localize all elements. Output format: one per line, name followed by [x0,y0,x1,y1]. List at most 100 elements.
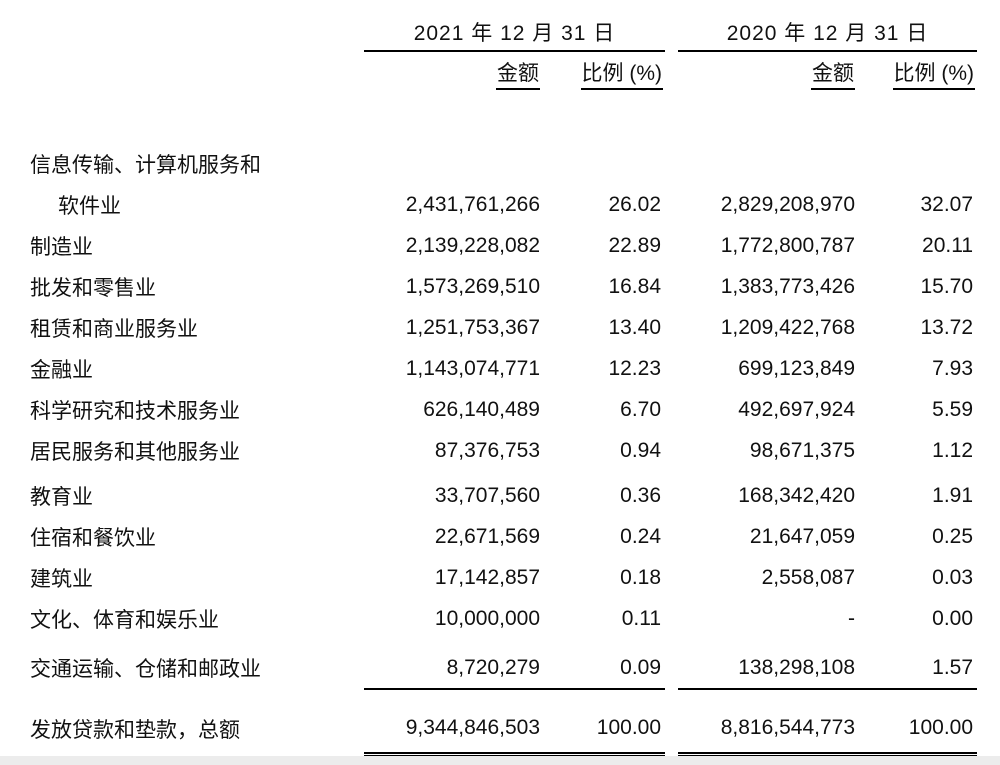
column-gap [665,647,678,689]
column-gap [665,598,678,639]
total-amount-cell: 9,344,846,503 [364,704,540,757]
row-spacer [30,93,977,143]
total-ratio-cell: 100.00 [855,704,978,757]
page-edge-strip [0,756,1000,765]
industry-label: 建筑业 [30,567,93,591]
ratio-cell: 22.89 [608,233,662,257]
amount-cell: 1,209,422,768 [720,315,856,339]
period-2021-header: 2021 年 12 月 31 日 [364,14,666,52]
ratio-cell: 1.91 [932,483,974,507]
ratio-2021-header-cell: 比例 (%) [540,51,665,93]
column-gap [665,266,678,307]
table-row: 信息传输、计算机服务和 [30,143,977,184]
amount-cell: 33,707,560 [434,483,540,507]
industry-label: 文化、体育和娱乐业 [30,608,219,632]
table-row: 住宿和餐饮业 22,671,569 0.24 21,647,059 0.25 [30,516,977,557]
ratio-2020-header: 比例 (%) [892,57,976,90]
loan-industry-table: 2021 年 12 月 31 日 2020 年 12 月 31 日 金额 比例 … [30,14,978,757]
empty-cell [540,143,665,184]
column-gap [665,516,678,557]
total-label: 发放贷款和垫款，总额 [30,719,240,743]
amount-cell: 168,342,420 [738,483,856,507]
ratio-cell: 0.36 [620,483,662,507]
ratio-cell: 15.70 [920,274,974,298]
ratio-cell: 1.57 [855,647,978,690]
ratio-cell: 0.94 [620,438,662,462]
amount-cell: 626,140,489 [423,397,540,421]
column-gap [665,307,678,348]
amount-cell: 138,298,108 [678,647,856,690]
amount-cell: 87,376,753 [434,438,540,462]
ratio-cell: 16.84 [608,274,662,298]
amount-cell: 1,251,753,367 [405,315,540,339]
ratio-cell: 32.07 [920,192,974,216]
ratio-cell: 0.18 [620,565,662,589]
column-gap [665,430,678,471]
ratio-cell: 0.24 [620,524,662,548]
ratio-2020-header-cell: 比例 (%) [855,51,977,93]
industry-label: 交通运输、仓储和邮政业 [30,658,261,681]
amount-cell: 8,720,279 [364,647,540,690]
amount-cell: 10,000,000 [434,606,540,630]
column-gap [665,225,678,266]
row-spacer [30,639,977,647]
column-gap [665,475,678,516]
amount-cell: 1,573,269,510 [405,274,540,298]
amount-cell: 2,139,228,082 [405,233,540,257]
row-spacer [30,93,977,143]
ratio-cell: 0.09 [540,647,666,690]
table-row: 租赁和商业服务业 1,251,753,367 13.40 1,209,422,7… [30,307,977,348]
empty-cell [30,51,364,93]
total-amount-cell: 8,816,544,773 [678,704,856,757]
period-2020-header: 2020 年 12 月 31 日 [678,14,978,52]
empty-cell [678,143,855,184]
empty-cell [30,14,364,51]
column-gap [665,184,678,225]
ratio-cell: 0.00 [932,606,974,630]
amount-2020-header: 金额 [811,57,856,90]
industry-label: 教育业 [30,485,93,509]
industry-label: 批发和零售业 [30,276,156,300]
amount-cell: 2,558,087 [761,565,856,589]
amount-cell: 1,383,773,426 [720,274,856,298]
row-spacer [30,639,977,647]
amount-cell: 2,431,761,266 [405,192,540,216]
ratio-cell: 5.59 [932,397,974,421]
amount-cell: 699,123,849 [738,356,856,380]
table-row-total: 发放贷款和垫款，总额 9,344,846,503 100.00 8,816,54… [30,704,978,757]
table-row: 建筑业 17,142,857 0.18 2,558,087 0.03 [30,557,977,598]
industry-label-wrap: 软件业 [58,194,121,218]
amount-cell: - [848,606,856,630]
table-row-column-headers: 金额 比例 (%) 金额 比例 (%) [30,51,977,93]
ratio-cell: 12.23 [608,356,662,380]
amount-cell: 1,772,800,787 [720,233,856,257]
ratio-cell: 20.11 [922,233,974,257]
amount-cell: 21,647,059 [749,524,856,548]
ratio-cell: 0.11 [621,606,662,630]
column-gap [665,389,678,430]
amount-cell: 22,671,569 [434,524,540,548]
empty-cell [364,143,540,184]
table-row: 批发和零售业 1,573,269,510 16.84 1,383,773,426… [30,266,977,307]
ratio-cell: 1.12 [932,438,974,462]
industry-label: 住宿和餐饮业 [30,526,156,550]
industry-label: 信息传输、计算机服务和 [30,153,261,177]
amount-cell: 98,671,375 [749,438,856,462]
row-spacer [30,689,977,704]
amount-2021-header-cell: 金额 [364,51,540,93]
table-row-period-headers: 2021 年 12 月 31 日 2020 年 12 月 31 日 [30,14,978,52]
ratio-2021-header: 比例 (%) [580,57,664,90]
table-row: 居民服务和其他服务业 87,376,753 0.94 98,671,375 1.… [30,430,977,471]
column-gap [665,14,678,51]
table-row: 科学研究和技术服务业 626,140,489 6.70 492,697,924 … [30,389,977,430]
industry-label: 金融业 [30,358,93,382]
column-gap [665,143,678,184]
column-gap [665,348,678,389]
empty-cell [855,143,977,184]
ratio-cell: 0.03 [932,565,974,589]
row-spacer [30,689,977,704]
total-ratio-cell: 100.00 [540,704,666,757]
amount-2020-header-cell: 金额 [678,51,856,93]
table-row: 教育业 33,707,560 0.36 168,342,420 1.91 [30,475,977,516]
